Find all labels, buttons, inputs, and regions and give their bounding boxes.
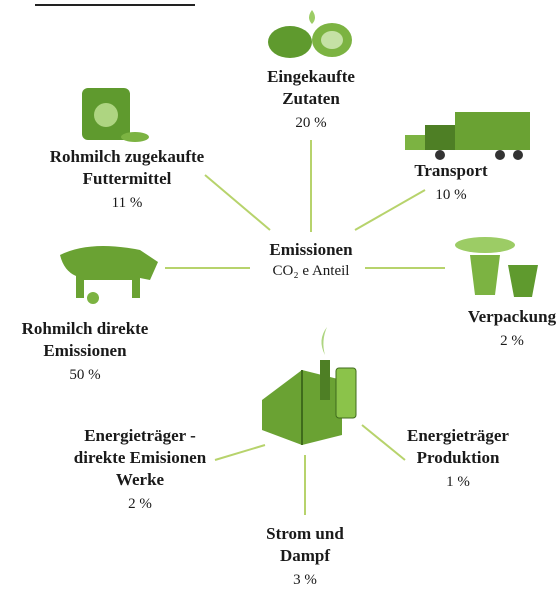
spoke <box>362 425 405 460</box>
node-share: 1 % <box>446 474 470 490</box>
node-label: Verpackung <box>468 307 557 326</box>
node-label: Energieträger <box>407 426 509 445</box>
node-label: direkte Emisionen <box>74 448 207 467</box>
icon-factory <box>262 327 356 445</box>
node-share: 20 % <box>295 115 326 131</box>
spoke <box>355 190 425 230</box>
node-label: Produktion <box>417 448 500 467</box>
icon-truck <box>405 112 530 160</box>
node-label: Futtermittel <box>83 169 172 188</box>
node-share: 2 % <box>500 333 524 349</box>
icon-packaging <box>455 237 538 297</box>
node-label: Emissionen <box>43 341 127 360</box>
node-share: 11 % <box>112 195 143 211</box>
spoke <box>215 445 265 460</box>
node-label: Strom und <box>266 524 344 543</box>
spokes <box>165 140 445 515</box>
center-title: Emissionen <box>269 240 353 259</box>
node-label: Energieträger - <box>84 426 196 445</box>
node-label: Zutaten <box>282 89 340 108</box>
node-share: 2 % <box>128 496 152 512</box>
diagram: Emissionen CO₂ e Anteil Eingekaufte Zutat… <box>0 0 559 597</box>
icon-ingredients <box>268 10 352 58</box>
node-share: 3 % <box>293 572 317 588</box>
node-share: 10 % <box>435 187 466 203</box>
spoke <box>205 175 270 230</box>
icon-cow <box>60 246 158 304</box>
node-label: Rohmilch direkte <box>22 319 149 338</box>
node-label: Werke <box>116 470 165 489</box>
node-share: 50 % <box>69 367 100 383</box>
node-label: Transport <box>414 161 488 180</box>
center-subtitle: CO₂ e Anteil <box>273 263 350 279</box>
node-label: Dampf <box>280 546 330 565</box>
node-label: Rohmilch zugekaufte <box>50 147 205 166</box>
node-label: Eingekaufte <box>267 67 355 86</box>
icon-feed-sack <box>82 88 149 142</box>
